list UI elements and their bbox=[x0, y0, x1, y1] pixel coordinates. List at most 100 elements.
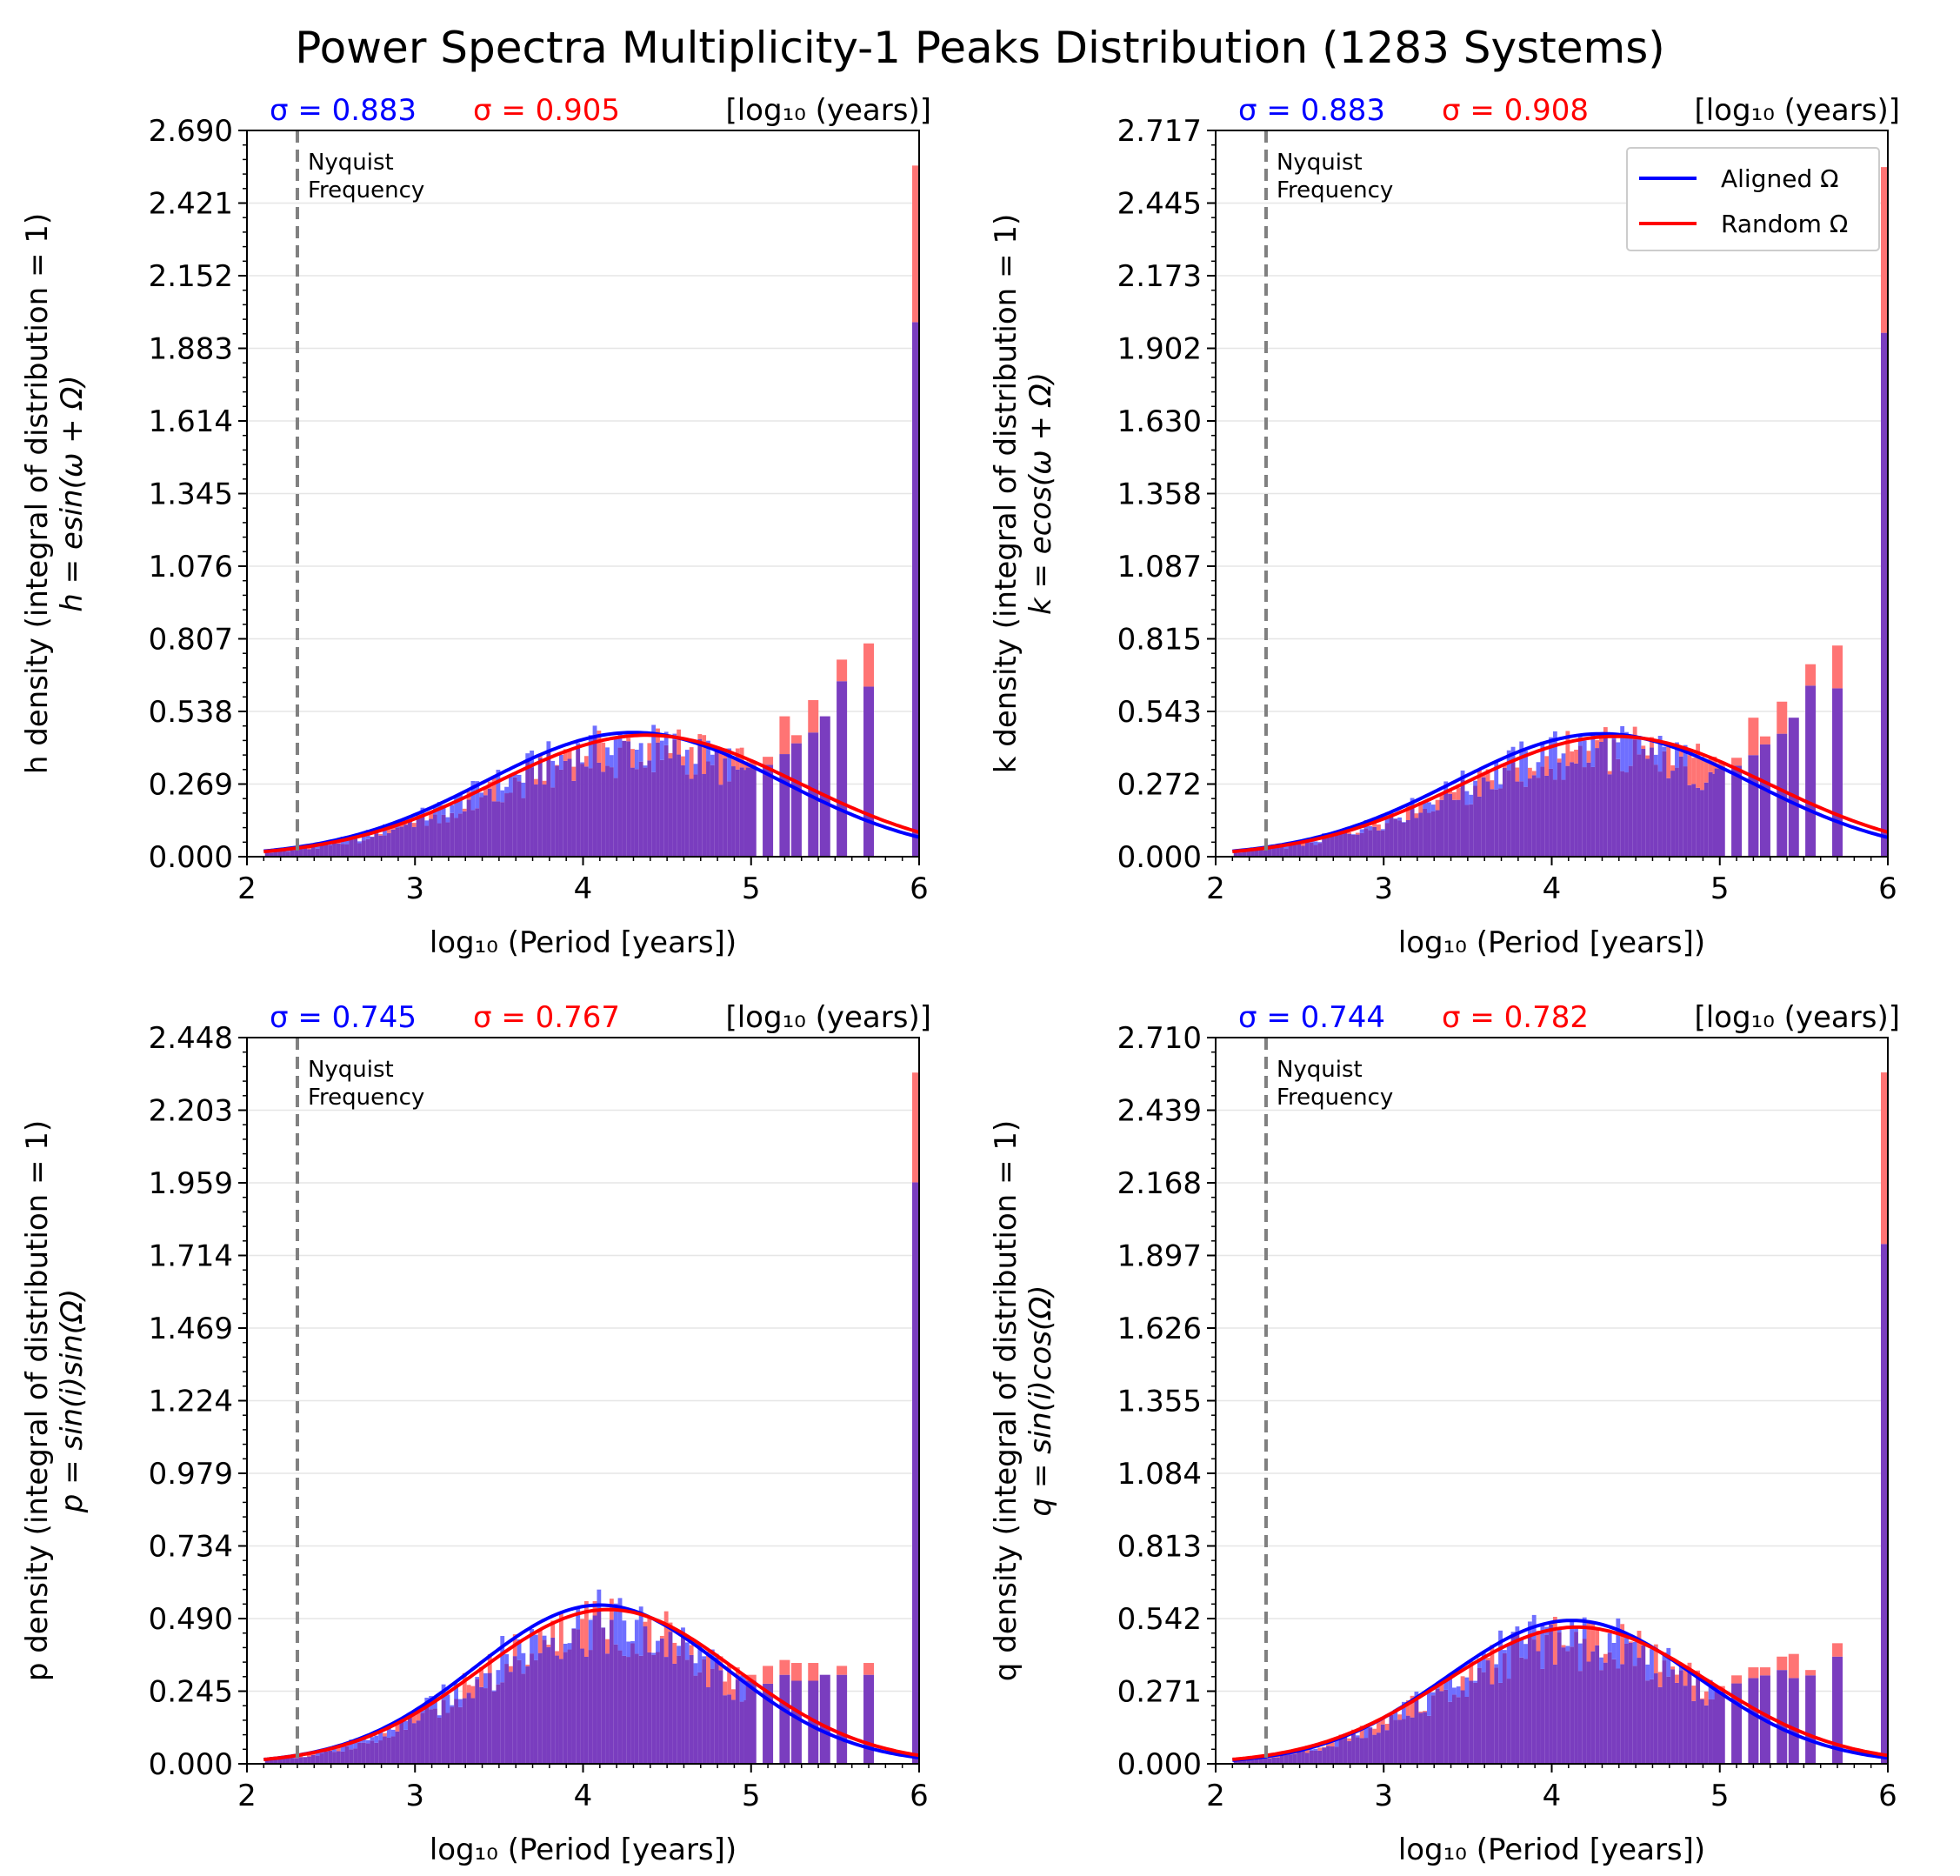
bar-overlap bbox=[517, 1659, 522, 1764]
bar-overlap bbox=[1549, 1624, 1553, 1764]
bar-aligned bbox=[1540, 1625, 1545, 1669]
bar-overlap bbox=[521, 1673, 526, 1764]
bar-top bbox=[1805, 1670, 1817, 1676]
bar-aligned bbox=[567, 1643, 572, 1650]
bar-random bbox=[386, 829, 391, 833]
bar-overlap bbox=[1805, 685, 1817, 857]
bar-top bbox=[912, 1072, 919, 1183]
nyquist-label: Nyquist bbox=[1277, 150, 1363, 176]
bar-overlap bbox=[537, 758, 543, 857]
bar-overlap bbox=[1531, 775, 1537, 857]
bar-top bbox=[790, 1663, 802, 1681]
bar-random bbox=[416, 1712, 421, 1721]
y-tick-label: 1.355 bbox=[1117, 1385, 1202, 1419]
bar-aligned bbox=[508, 774, 513, 793]
bar-overlap bbox=[1347, 833, 1352, 857]
nyquist-label: Frequency bbox=[308, 1085, 424, 1111]
bar-overlap bbox=[1359, 1738, 1364, 1764]
bar-overlap bbox=[819, 716, 830, 857]
bar-aligned bbox=[613, 1603, 618, 1645]
bar-top bbox=[1748, 1667, 1759, 1679]
bar-overlap bbox=[1267, 1758, 1272, 1764]
x-tick-label: 4 bbox=[1543, 871, 1562, 906]
bar-overlap bbox=[1502, 767, 1507, 857]
bar-aligned bbox=[643, 765, 648, 768]
bar-aligned bbox=[1502, 1650, 1507, 1653]
bar-overlap bbox=[739, 1701, 744, 1764]
bar-overlap bbox=[613, 1644, 618, 1764]
bar-overlap bbox=[1696, 787, 1701, 857]
bar-overlap bbox=[580, 1648, 584, 1764]
bar-overlap bbox=[374, 1742, 379, 1764]
bar-random bbox=[702, 735, 707, 775]
bar-overlap bbox=[583, 1657, 589, 1764]
bar-overlap bbox=[1334, 833, 1339, 857]
bar-overlap bbox=[512, 1656, 517, 1764]
bar-aligned bbox=[1313, 1748, 1318, 1751]
bar-random bbox=[1603, 727, 1608, 737]
bar-overlap bbox=[411, 1723, 417, 1764]
bar-aligned bbox=[475, 781, 480, 809]
bar-aligned bbox=[315, 1752, 320, 1756]
bar-aligned bbox=[1402, 822, 1406, 823]
bar-overlap bbox=[567, 758, 572, 857]
y-tick-label: 0.734 bbox=[149, 1530, 233, 1565]
bar-overlap bbox=[1254, 849, 1259, 857]
units-label: [log₁₀ (years)] bbox=[725, 1000, 931, 1035]
bar-aligned bbox=[1552, 731, 1557, 780]
bar-overlap bbox=[290, 850, 295, 857]
bar-random bbox=[483, 787, 488, 796]
bar-aligned bbox=[517, 774, 522, 782]
bar-overlap bbox=[303, 1757, 308, 1764]
bar-random bbox=[1687, 755, 1692, 785]
bar-overlap bbox=[677, 1655, 682, 1764]
bar-aligned bbox=[1397, 817, 1403, 821]
bar-overlap bbox=[745, 767, 757, 857]
bar-aligned bbox=[663, 731, 669, 745]
bar-random bbox=[383, 1732, 387, 1737]
bar-overlap bbox=[1832, 688, 1843, 857]
bar-overlap bbox=[630, 1643, 635, 1764]
bar-overlap bbox=[1570, 762, 1575, 857]
bar-overlap bbox=[1402, 1719, 1406, 1764]
bar-overlap bbox=[647, 760, 652, 857]
bar-overlap bbox=[416, 815, 421, 857]
bar-top bbox=[1759, 736, 1770, 744]
bar-aligned bbox=[1309, 1749, 1314, 1751]
bar-overlap bbox=[605, 765, 610, 857]
y-tick-label: 1.084 bbox=[1117, 1457, 1202, 1492]
bar-overlap bbox=[1301, 1748, 1305, 1764]
bar-overlap bbox=[353, 1748, 358, 1764]
bar-overlap bbox=[689, 1654, 694, 1764]
y-axis-label: p density (integral of distribution = 1) bbox=[20, 1120, 55, 1681]
bar-overlap bbox=[437, 823, 442, 857]
random-fit-line bbox=[263, 1607, 920, 1761]
bar-overlap bbox=[668, 1632, 673, 1764]
bar-overlap bbox=[731, 1699, 736, 1764]
y-tick-label: 1.959 bbox=[149, 1166, 233, 1201]
bar-aligned bbox=[403, 1720, 409, 1730]
bar-aligned bbox=[1561, 753, 1566, 780]
bar-overlap bbox=[370, 837, 375, 857]
bar-overlap bbox=[1510, 762, 1516, 857]
bar-random bbox=[1456, 787, 1461, 800]
sigma-random-label: σ = 0.767 bbox=[473, 1000, 620, 1035]
bar-overlap bbox=[1347, 1740, 1352, 1764]
bar-overlap bbox=[1536, 1651, 1541, 1764]
bar-random bbox=[1641, 745, 1646, 749]
y-tick-label: 0.000 bbox=[1117, 1747, 1202, 1782]
bar-overlap bbox=[763, 764, 774, 857]
bar-aligned bbox=[533, 1634, 538, 1660]
bar-aligned bbox=[530, 1629, 534, 1654]
bar-aligned bbox=[1662, 746, 1667, 751]
bar-overlap bbox=[365, 1743, 370, 1764]
bar-aligned bbox=[1464, 791, 1470, 805]
bar-overlap bbox=[319, 845, 324, 857]
bar-aligned bbox=[517, 1639, 522, 1660]
bar-overlap bbox=[1250, 851, 1255, 857]
bar-overlap bbox=[1250, 1759, 1255, 1764]
bar-overlap bbox=[1443, 1689, 1449, 1764]
bar-overlap bbox=[1637, 754, 1642, 857]
bar-overlap bbox=[1343, 1735, 1348, 1764]
bar-overlap bbox=[1552, 1664, 1557, 1764]
